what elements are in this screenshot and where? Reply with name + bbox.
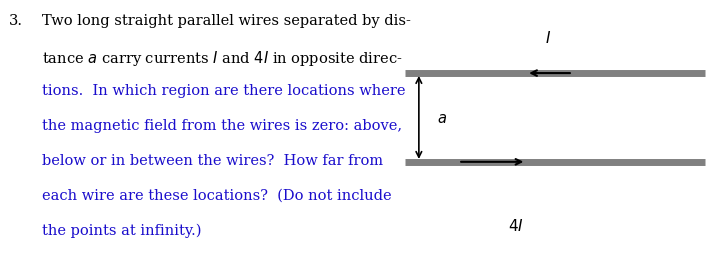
Text: the magnetic field from the wires is zero: above,: the magnetic field from the wires is zer… <box>42 119 402 133</box>
Text: tance $a$ carry currents $I$ and $4I$ in opposite direc-: tance $a$ carry currents $I$ and $4I$ in… <box>42 49 402 68</box>
Text: 3.: 3. <box>9 14 23 28</box>
Text: $a$: $a$ <box>437 111 447 126</box>
Text: below or in between the wires?  How far from: below or in between the wires? How far f… <box>42 154 382 168</box>
Text: $4I$: $4I$ <box>508 218 523 234</box>
Text: $I$: $I$ <box>545 30 551 46</box>
Text: the points at infinity.): the points at infinity.) <box>42 224 201 238</box>
Text: tions.  In which region are there locations where: tions. In which region are there locatio… <box>42 84 405 98</box>
Text: each wire are these locations?  (Do not include: each wire are these locations? (Do not i… <box>42 189 391 203</box>
Text: Two long straight parallel wires separated by dis-: Two long straight parallel wires separat… <box>42 14 410 28</box>
